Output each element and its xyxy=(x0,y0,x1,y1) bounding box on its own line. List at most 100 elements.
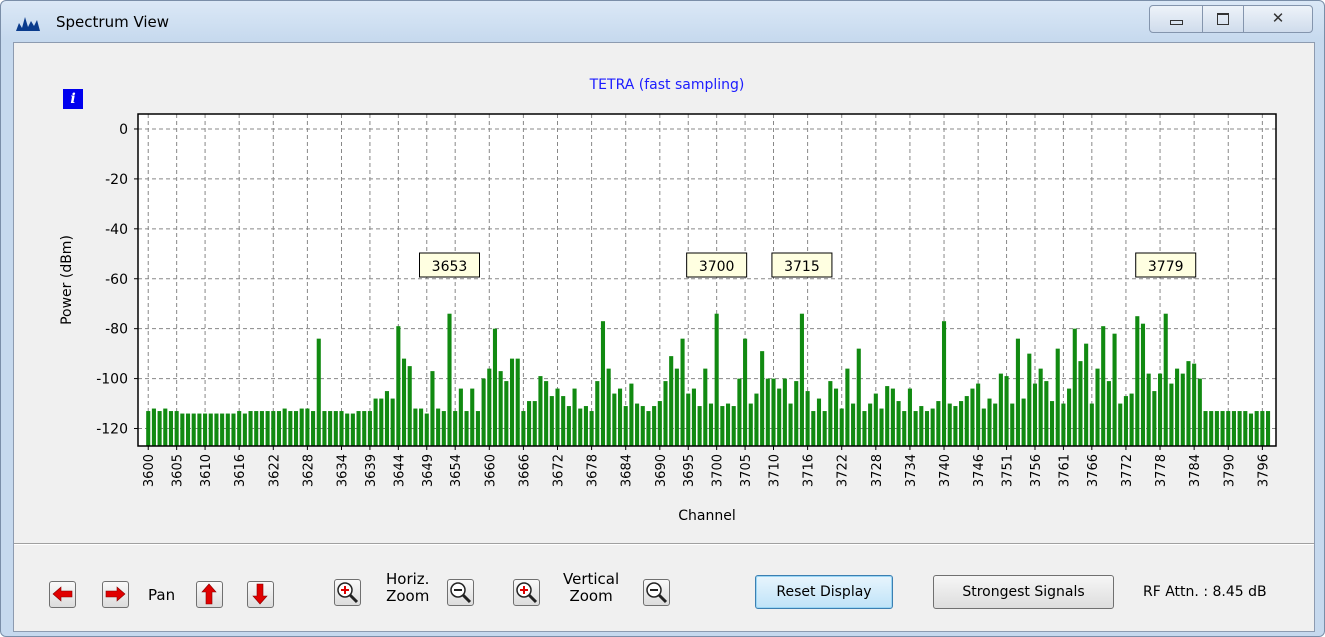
bar xyxy=(987,398,992,446)
bar xyxy=(1203,411,1208,446)
bar xyxy=(583,406,588,446)
bar xyxy=(521,411,526,446)
x-tick-label: 3654 xyxy=(449,454,464,487)
bar xyxy=(1157,373,1163,446)
bar xyxy=(799,313,804,446)
bar xyxy=(1175,368,1180,446)
bar xyxy=(1186,361,1191,446)
bar xyxy=(902,411,907,446)
bar xyxy=(413,408,418,446)
bar xyxy=(373,398,378,446)
bar xyxy=(157,411,162,446)
horiz-zoom-in-button[interactable] xyxy=(334,579,361,606)
vertical-zoom-label-line: Vertical xyxy=(563,570,620,588)
bar xyxy=(1078,361,1083,446)
vertical-zoom-out-button[interactable] xyxy=(643,579,670,606)
minimize-button[interactable] xyxy=(1150,6,1203,32)
bar xyxy=(1163,313,1168,446)
x-tick-label: 3660 xyxy=(483,454,498,487)
bar xyxy=(453,411,458,446)
bar xyxy=(1220,411,1225,446)
bar xyxy=(1237,411,1242,446)
bar xyxy=(1226,411,1231,446)
bar xyxy=(254,411,259,446)
y-tick-label: -40 xyxy=(105,222,128,238)
pan-label: Pan xyxy=(148,586,176,604)
bar xyxy=(504,381,509,446)
bar xyxy=(697,406,702,446)
bar xyxy=(1123,396,1128,446)
bar xyxy=(595,381,600,446)
bar xyxy=(1027,353,1032,446)
bar xyxy=(1231,411,1236,446)
strongest-signals-button[interactable]: Strongest Signals xyxy=(933,575,1114,609)
bar xyxy=(794,381,799,446)
bar xyxy=(1209,411,1214,446)
bar xyxy=(458,388,463,446)
bar xyxy=(833,388,839,446)
app-icon xyxy=(16,17,40,31)
bar xyxy=(1004,376,1009,446)
info-button[interactable]: i xyxy=(63,89,83,109)
bar xyxy=(1260,411,1265,446)
bar xyxy=(163,408,168,446)
bar xyxy=(1021,398,1026,446)
pan-left-button[interactable] xyxy=(49,581,76,608)
horiz-zoom-label-line: Horiz. xyxy=(386,570,430,588)
bar xyxy=(481,378,486,446)
x-tick-label: 3766 xyxy=(1086,454,1101,487)
y-tick-label: -80 xyxy=(105,322,128,338)
x-tick-label: 3728 xyxy=(870,454,885,487)
bar xyxy=(299,408,304,446)
bar xyxy=(1038,368,1043,446)
bar xyxy=(629,383,634,446)
bar xyxy=(930,408,935,446)
x-tick-label: 3700 xyxy=(711,454,726,487)
bar xyxy=(680,338,685,446)
annotation-label: 3700 xyxy=(699,259,735,275)
maximize-button[interactable] xyxy=(1203,6,1244,32)
bar xyxy=(379,398,384,446)
bar xyxy=(1095,368,1100,446)
vertical-zoom-in-button[interactable] xyxy=(513,579,540,606)
bar xyxy=(515,358,520,446)
bar xyxy=(527,401,532,446)
bar xyxy=(873,393,878,446)
bar xyxy=(191,413,196,446)
bar xyxy=(765,378,770,446)
rf-attenuation: RF Attn. : 8.45 dB xyxy=(1143,584,1267,600)
close-button[interactable]: ✕ xyxy=(1271,9,1285,27)
annotation-box xyxy=(686,252,748,278)
bar xyxy=(822,411,827,446)
x-tick-label: 3600 xyxy=(142,454,157,487)
x-tick-label: 3751 xyxy=(1001,454,1016,487)
bar xyxy=(168,411,174,446)
bar xyxy=(868,403,873,446)
bar xyxy=(640,406,645,446)
bar xyxy=(293,411,299,446)
pan-right-button[interactable] xyxy=(102,581,129,608)
bar xyxy=(549,396,554,446)
bar xyxy=(328,411,333,446)
bar xyxy=(1055,348,1060,446)
pan-down-button[interactable] xyxy=(247,581,274,608)
bar xyxy=(1180,373,1185,446)
bar xyxy=(691,388,696,446)
bar xyxy=(879,408,884,446)
bar xyxy=(185,413,191,446)
bar xyxy=(407,366,412,446)
bar xyxy=(714,313,719,446)
bar xyxy=(856,348,861,446)
bar xyxy=(981,408,986,446)
bar xyxy=(885,386,890,446)
x-tick-label: 3678 xyxy=(586,454,601,487)
pan-up-button[interactable] xyxy=(196,581,223,608)
reset-display-button[interactable]: Reset Display xyxy=(755,575,893,609)
x-tick-label: 3666 xyxy=(517,454,532,487)
x-tick-label: 3772 xyxy=(1120,454,1135,487)
x-tick-label: 3784 xyxy=(1188,454,1203,487)
horiz-zoom-out-button[interactable] xyxy=(447,579,474,606)
bar xyxy=(623,406,628,446)
bar xyxy=(862,411,867,446)
